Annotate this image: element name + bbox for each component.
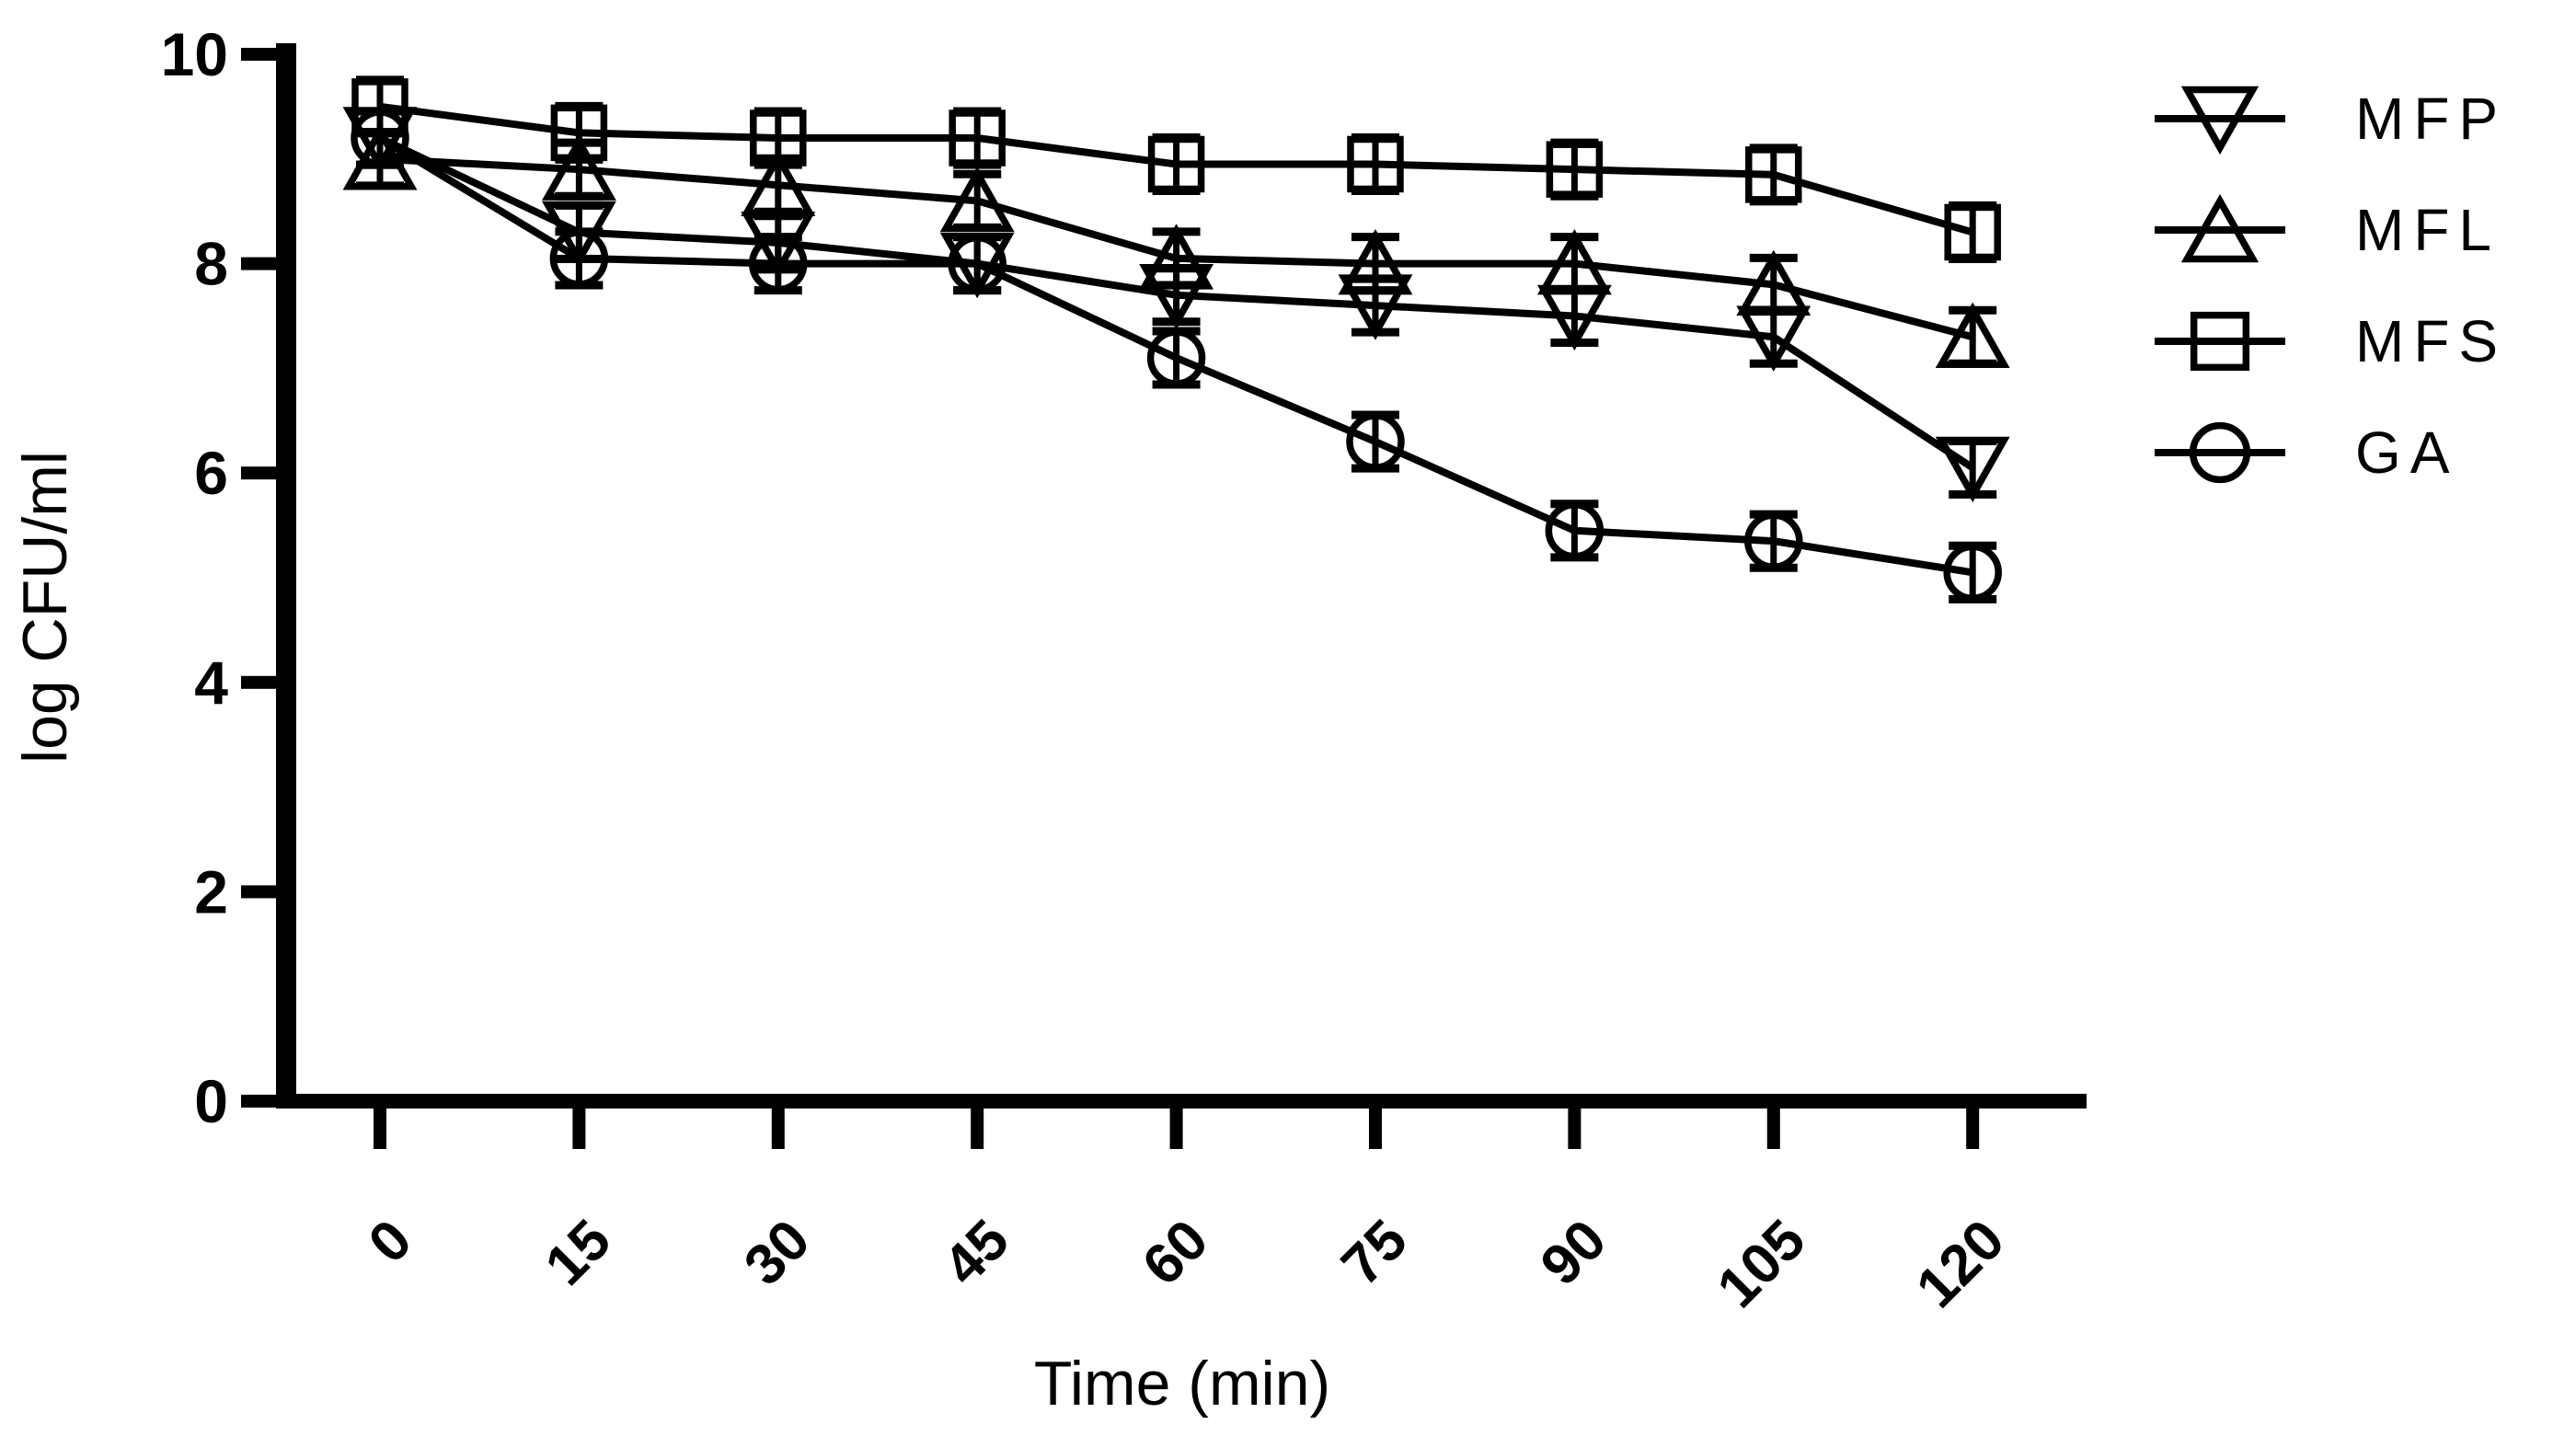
y-tick-label: 6	[194, 439, 228, 507]
x-tick	[771, 1108, 785, 1149]
square-marker	[1546, 141, 1604, 198]
legend-label: MFS	[2355, 307, 2508, 374]
triangle-down-marker	[1139, 263, 1214, 330]
x-tick-label: 105	[1706, 1208, 1818, 1320]
x-axis-spine	[276, 1094, 2087, 1109]
series-line-mfp	[378, 134, 1975, 471]
square-marker	[2190, 311, 2250, 371]
x-tick	[1568, 1108, 1581, 1149]
x-tick-label: 0	[357, 1208, 424, 1275]
triangle-up-marker	[1935, 302, 2010, 369]
triangle-up-marker	[939, 166, 1015, 233]
triangle-down-marker	[541, 201, 616, 268]
circle-marker	[351, 109, 409, 167]
x-tick-labels: 0 15 30 45 60 75 90 105 120	[357, 1208, 2017, 1320]
x-tick-label: 75	[1329, 1208, 1420, 1298]
x-tick-label: 60	[1131, 1208, 1221, 1298]
series-lines	[377, 102, 1975, 577]
x-tick-label: 90	[1529, 1208, 1619, 1298]
y-tick	[241, 675, 276, 689]
x-tick	[1169, 1108, 1183, 1149]
circle-marker	[549, 229, 609, 288]
x-tick	[1966, 1108, 1980, 1149]
triangle-down-marker	[1935, 436, 2010, 503]
x-tick-label: 45	[932, 1208, 1022, 1298]
triangle-up-marker-icon	[2155, 193, 2285, 262]
series-line-mfs	[379, 102, 1974, 236]
legend-label: MFL	[2355, 196, 2501, 263]
x-tick	[1766, 1108, 1780, 1149]
circle-marker	[749, 234, 808, 293]
circle-marker	[1346, 412, 1405, 471]
x-tick	[572, 1108, 586, 1149]
circle-marker	[2189, 421, 2251, 483]
y-tick-label: 2	[194, 857, 228, 925]
plot-axes	[241, 43, 2087, 1149]
legend-item-mfs: MFS	[2151, 285, 2507, 396]
square-marker	[1745, 146, 1802, 203]
circle-marker	[948, 234, 1006, 293]
series-line-mfl	[379, 155, 1974, 341]
circle-marker	[1744, 511, 1803, 570]
legend-label: MFP	[2355, 85, 2508, 152]
triangle-up-marker	[1736, 249, 1811, 316]
triangle-down-marker	[2180, 86, 2260, 155]
y-tick	[241, 885, 276, 899]
x-tick-label: 120	[1904, 1208, 2017, 1320]
triangle-up-marker	[541, 134, 616, 201]
triangle-down-marker	[1338, 274, 1413, 340]
legend: MFP MFL MFS GA	[2151, 63, 2507, 508]
triangle-down-marker-icon	[2155, 86, 2285, 155]
x-tick-label: 30	[732, 1208, 822, 1298]
circle-marker-icon	[2155, 421, 2285, 483]
series-markers	[342, 78, 2010, 603]
triangle-up-marker	[741, 150, 816, 216]
square-marker	[1944, 203, 2001, 261]
y-axis-spine	[276, 43, 296, 1108]
y-tick-label: 4	[194, 649, 228, 717]
x-tick-label: 15	[534, 1208, 624, 1298]
x-tick	[374, 1108, 386, 1149]
square-marker	[550, 104, 608, 162]
triangle-up-marker	[2180, 193, 2260, 262]
legend-item-mfl: MFL	[2151, 174, 2507, 285]
square-marker	[949, 109, 1006, 167]
legend-item-mfp: MFP	[2151, 63, 2507, 174]
square-marker	[1347, 135, 1404, 193]
square-marker	[750, 109, 807, 167]
square-marker	[351, 78, 408, 135]
y-tick	[241, 257, 276, 270]
triangle-up-marker	[1139, 224, 1214, 290]
triangle-up-marker	[1536, 228, 1612, 295]
y-tick-labels: 0 2 4 6 8 10	[161, 20, 229, 1135]
legend-label: GA	[2355, 419, 2459, 486]
y-tick-label: 8	[194, 230, 228, 298]
circle-marker	[1943, 543, 2002, 603]
series-line-ga	[377, 134, 1973, 577]
circle-marker	[1146, 328, 1206, 387]
y-axis-title: log CFU/ml	[10, 451, 80, 764]
y-tick-label: 10	[161, 20, 228, 88]
x-tick	[971, 1108, 984, 1149]
y-tick	[241, 48, 276, 61]
triangle-up-marker	[1338, 228, 1413, 295]
circle-marker	[1545, 501, 1604, 560]
square-marker-icon	[2155, 311, 2285, 371]
square-marker	[1147, 135, 1205, 193]
legend-item-ga: GA	[2151, 396, 2507, 508]
y-tick	[241, 466, 276, 480]
x-axis-title: Time (min)	[1034, 1349, 1330, 1419]
y-tick-label: 0	[194, 1067, 228, 1135]
y-tick	[241, 1095, 276, 1108]
x-tick	[1369, 1108, 1382, 1149]
